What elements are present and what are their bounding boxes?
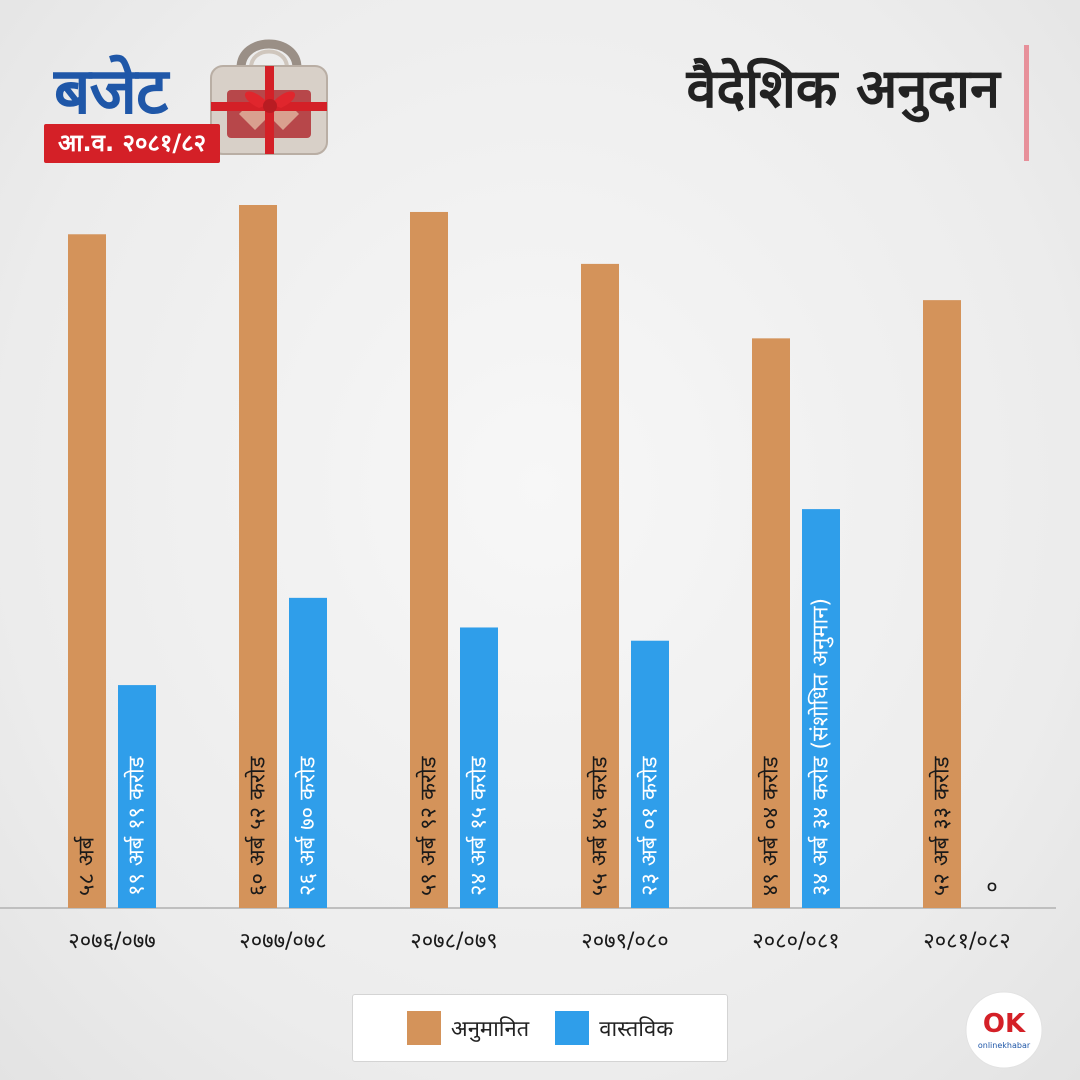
- legend-swatch-actual: [555, 1011, 590, 1045]
- bar-estimated: [68, 234, 106, 908]
- bar-estimated: [923, 300, 961, 908]
- legend-item-actual: वास्तविक: [555, 1011, 673, 1045]
- bar-actual: [289, 597, 327, 908]
- bar-actual: [802, 509, 840, 908]
- brand-mark: OK: [983, 1009, 1026, 1039]
- bar-actual: [118, 685, 156, 908]
- bar-value-label: ५२ अर्ब ३३ करोड: [929, 756, 955, 896]
- bar-value-label: ०: [986, 875, 997, 900]
- logo-word: बजेट: [54, 55, 168, 129]
- gift-bag-icon: [210, 39, 328, 155]
- legend-item-estimated: अनुमानित: [406, 1011, 530, 1045]
- onlinekhabar-logo: OK onlinekhabar: [965, 991, 1043, 1069]
- bar-value-label: २६ अर्ब ७० करोड: [295, 756, 321, 896]
- x-tick-label: २०८१/०८२: [923, 929, 1011, 954]
- x-tick-label: २०७६/०७७: [68, 929, 156, 954]
- x-tick-label: २०७९/०८०: [581, 929, 669, 954]
- bar-value-label: ५९ अर्ब ९२ करोड: [416, 756, 442, 896]
- bar-value-label: ३४ अर्ब ३४ करोड (संशोधित अनुमान): [808, 598, 834, 896]
- bar-estimated: [239, 205, 277, 908]
- bar-actual: [631, 640, 669, 908]
- title-divider: [1024, 45, 1029, 161]
- bar-value-label: ५५ अर्ब ४५ करोड: [587, 756, 613, 896]
- x-tick-label: २०७७/०७८: [239, 929, 327, 954]
- bar-estimated: [581, 263, 619, 909]
- budget-logo: बजेट आ.व. २०८१/८२: [44, 30, 344, 190]
- brand-name: onlinekhabar: [978, 1041, 1031, 1050]
- bar-value-label: २३ अर्ब ०१ करोड: [637, 756, 663, 896]
- bar-value-label: १९ अर्ब १९ करोड: [124, 756, 150, 896]
- bar-estimated: [410, 211, 448, 908]
- x-tick-label: २०७८/०७९: [410, 929, 498, 954]
- bar-value-label: ६० अर्ब ५२ करोड: [245, 756, 271, 896]
- logo-fiscal-year: आ.व. २०८१/८२: [44, 124, 221, 163]
- chart-legend: अनुमानित वास्तविक: [352, 994, 728, 1062]
- page-title: वैदेशिक अनुदान: [686, 57, 1000, 120]
- bar-actual: [460, 627, 498, 908]
- bar-value-label: ४९ अर्ब ०४ करोड: [758, 756, 784, 896]
- bar-estimated: [752, 338, 790, 908]
- x-tick-label: २०८०/०८१: [752, 929, 840, 954]
- bar-value-label: २४ अर्ब १५ करोड: [466, 756, 492, 896]
- bar-value-label: ५८ अर्ब: [74, 836, 100, 896]
- legend-swatch-estimated: [406, 1011, 441, 1045]
- legend-label-estimated: अनुमानित: [450, 1017, 530, 1042]
- legend-label-actual: वास्तविक: [599, 1017, 674, 1042]
